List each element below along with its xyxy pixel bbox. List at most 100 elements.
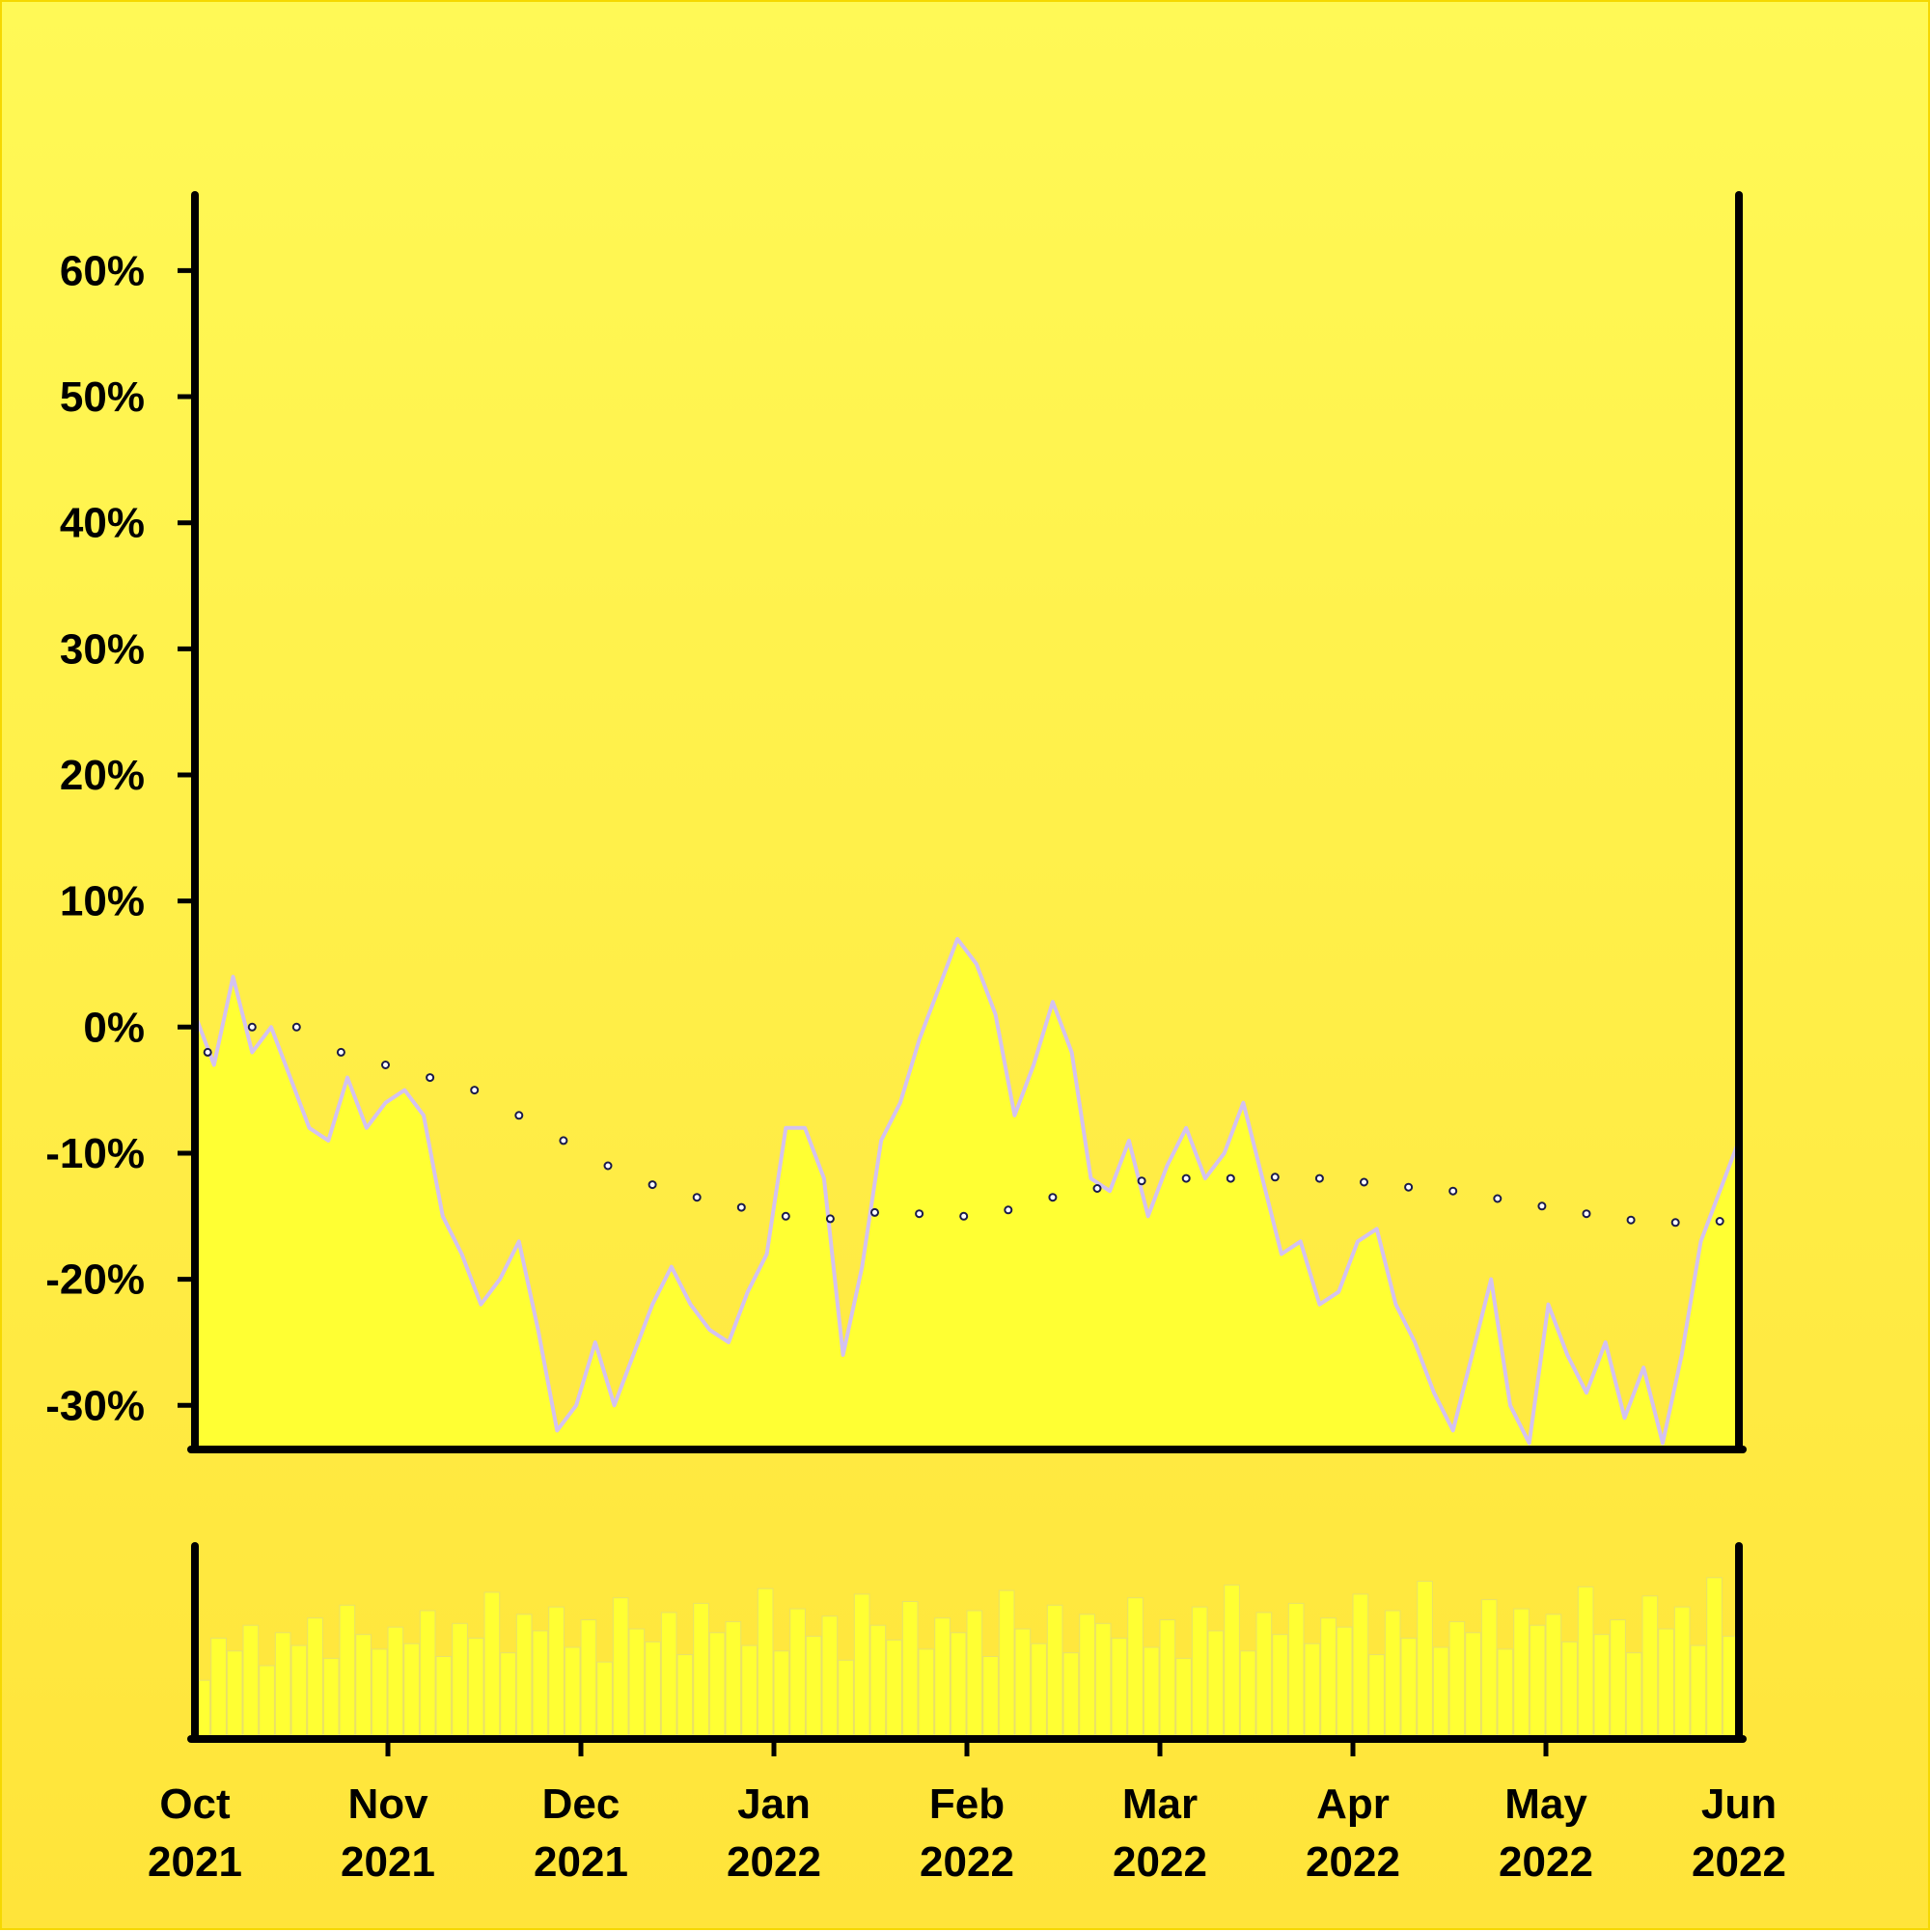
volume-bar: [226, 1650, 243, 1739]
trend-marker: [1360, 1177, 1368, 1187]
volume-bar: [1127, 1597, 1144, 1739]
trend-marker: [426, 1073, 435, 1083]
volume-bar: [998, 1589, 1015, 1739]
volume-bar: [1400, 1638, 1418, 1739]
volume-bar: [757, 1587, 774, 1739]
x-tick-label-year: 2021: [148, 1838, 242, 1886]
trend-marker: [1004, 1205, 1013, 1215]
volume-bar: [580, 1619, 597, 1739]
volume-bar: [1417, 1581, 1433, 1739]
trend-marker: [825, 1214, 835, 1224]
volume-bar: [982, 1656, 999, 1739]
x-tick-label-year: 2021: [534, 1838, 628, 1886]
volume-bar: [1159, 1619, 1176, 1739]
volume-plot-area: [195, 1577, 1739, 1739]
volume-bar: [1480, 1599, 1498, 1739]
volume-bar: [821, 1615, 839, 1739]
y-tick-label: 40%: [60, 500, 145, 547]
volume-bar: [1046, 1604, 1063, 1739]
trend-marker: [736, 1202, 746, 1212]
x-tick-label-month: Oct: [159, 1780, 231, 1828]
volume-bar: [307, 1617, 323, 1739]
volume-bar: [676, 1654, 694, 1739]
x-tick-label-month: Apr: [1316, 1780, 1390, 1828]
x-tick-label-month: Jan: [737, 1780, 811, 1828]
x-tick-label-year: 2022: [920, 1838, 1014, 1886]
volume-bar: [1593, 1634, 1611, 1739]
y-tick-label: 30%: [60, 625, 145, 673]
volume-bar: [1255, 1612, 1273, 1739]
trend-markers: [203, 1022, 1901, 1231]
volume-bar: [1079, 1614, 1095, 1739]
trend-marker: [1092, 1184, 1102, 1193]
volume-bar: [1320, 1617, 1337, 1739]
volume-bar: [660, 1612, 677, 1739]
volume-bar: [515, 1614, 533, 1739]
trend-marker: [1314, 1173, 1324, 1183]
trend-marker: [559, 1136, 568, 1145]
volume-bar: [1287, 1602, 1305, 1739]
volume-bar: [1577, 1586, 1594, 1739]
y-tick-label: 20%: [60, 752, 145, 799]
volume-bar: [886, 1639, 902, 1739]
volume-bar: [467, 1638, 484, 1739]
volume-bar: [1239, 1650, 1256, 1739]
volume-bar: [322, 1657, 340, 1739]
trend-marker: [291, 1022, 301, 1032]
volume-bar: [693, 1602, 709, 1739]
volume-bar: [259, 1665, 275, 1739]
volume-bar: [1625, 1652, 1642, 1739]
trend-marker: [1582, 1209, 1591, 1219]
price-line: [195, 936, 1739, 1446]
volume-bar: [500, 1652, 516, 1739]
volume-bar: [1465, 1632, 1481, 1739]
x-tick-label-year: 2022: [1499, 1838, 1593, 1886]
trend-marker: [1537, 1201, 1547, 1211]
volume-bar: [290, 1644, 308, 1739]
volume-bar: [339, 1604, 356, 1739]
volume-bar: [403, 1642, 420, 1739]
x-axis-ticks: Oct 2021 Nov 2021 Dec 2021 Jan 2022 Feb 2022 Mar 20…: [148, 1739, 1786, 1886]
trend-marker: [1626, 1215, 1636, 1225]
volume-bar: [741, 1644, 758, 1739]
volume-bar: [1706, 1577, 1723, 1739]
trend-marker: [1137, 1176, 1146, 1186]
trend-marker: [470, 1086, 480, 1095]
trend-marker: [915, 1209, 924, 1219]
trend-marker: [247, 1022, 257, 1032]
price-area-fill: [195, 938, 1739, 1449]
trend-marker: [381, 1061, 390, 1069]
volume-bar: [773, 1650, 790, 1739]
x-tick-label-year: 2022: [1306, 1838, 1400, 1886]
volume-bar: [532, 1630, 549, 1739]
volume-bar: [1031, 1642, 1047, 1739]
volume-bar: [725, 1620, 742, 1739]
volume-bar: [853, 1593, 870, 1739]
trend-marker: [1670, 1218, 1680, 1228]
volume-bar: [1111, 1638, 1128, 1739]
volume-bar: [548, 1606, 565, 1739]
y-axis-ticks: -30% -20% -10% 0% 10% 20% 30% 40% 50% 60%: [45, 247, 195, 1429]
trend-marker: [1894, 1225, 1901, 1231]
volume-bar: [1641, 1595, 1659, 1739]
volume-bar: [1545, 1614, 1562, 1739]
volume-bar: [1497, 1648, 1514, 1739]
volume-bar: [274, 1632, 291, 1739]
volume-bar: [838, 1659, 854, 1739]
volume-bar: [1014, 1628, 1032, 1739]
volume-bar: [950, 1632, 967, 1739]
volume-bar: [1352, 1593, 1369, 1739]
y-tick-label: 10%: [60, 878, 145, 925]
trend-marker: [336, 1047, 345, 1057]
volume-bar: [1529, 1624, 1546, 1739]
y-tick-label: -20%: [45, 1256, 145, 1304]
volume-bar: [1143, 1646, 1160, 1739]
trend-marker: [781, 1211, 790, 1221]
volume-bar: [628, 1628, 646, 1739]
volume-bar: [596, 1661, 613, 1739]
y-tick-label: 60%: [60, 247, 145, 294]
volume-bar: [789, 1608, 806, 1739]
volume-bar: [1062, 1652, 1080, 1739]
volume-bar: [210, 1638, 227, 1739]
volume-bar: [419, 1610, 436, 1739]
